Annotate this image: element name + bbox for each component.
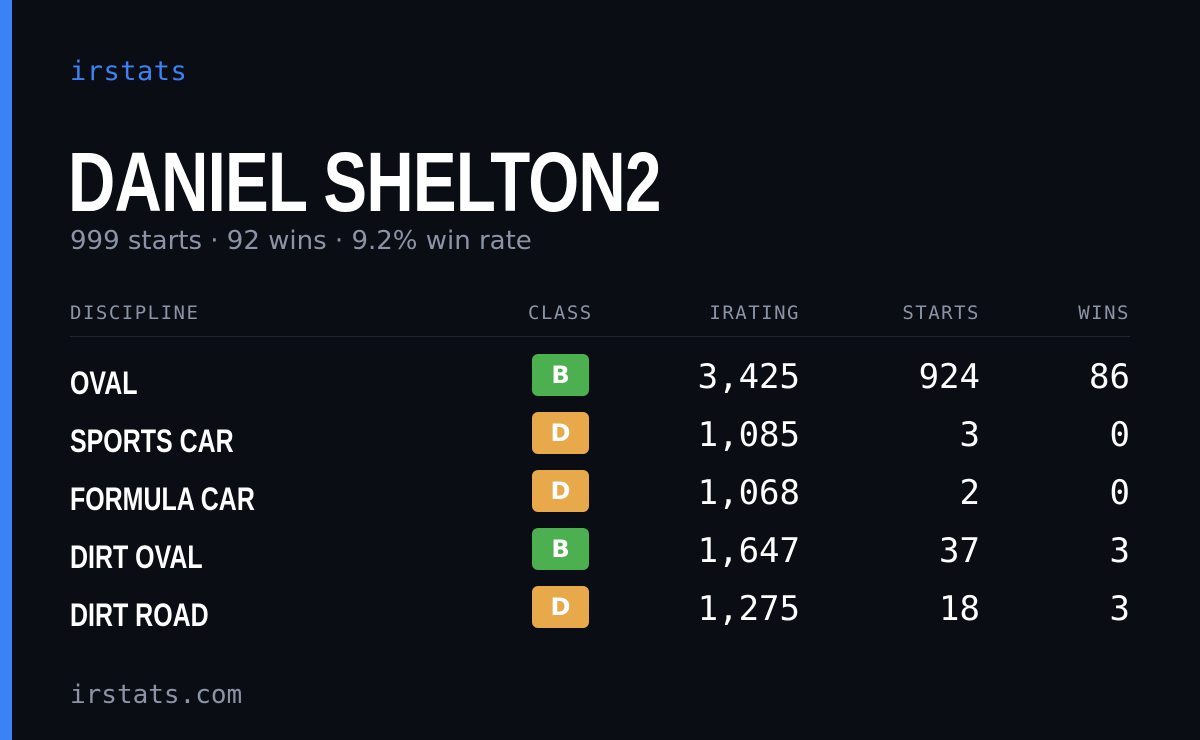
- wins-value: 3: [1109, 531, 1130, 571]
- class-badge: D: [532, 470, 589, 512]
- header-irating: IRATING: [709, 302, 800, 324]
- irating-value: 1,068: [697, 473, 800, 513]
- wins-value: 0: [1109, 473, 1130, 513]
- starts-value: 18: [939, 589, 980, 629]
- wins-value: 0: [1109, 415, 1130, 455]
- footer-url: irstats.com: [70, 680, 243, 710]
- class-badge: D: [532, 586, 589, 628]
- irating-value: 1,647: [697, 531, 800, 571]
- wins-value: 3: [1109, 589, 1130, 629]
- starts-value: 924: [918, 357, 980, 397]
- table-row: OVAL B 3,425 924 86: [70, 353, 1130, 411]
- accent-bar: [0, 0, 12, 740]
- header-starts: STARTS: [902, 302, 980, 324]
- table-row: SPORTS CAR D 1,085 3 0: [70, 411, 1130, 469]
- header-class: CLASS: [528, 302, 593, 324]
- class-badge: B: [532, 354, 589, 396]
- header-wins: WINS: [1078, 302, 1130, 324]
- discipline-name: DIRT OVAL: [70, 539, 203, 575]
- discipline-name: OVAL: [70, 365, 138, 401]
- brand-logo-text: irstats: [70, 56, 188, 87]
- table-header: DISCIPLINE CLASS IRATING STARTS WINS: [70, 296, 1130, 337]
- starts-value: 2: [959, 473, 980, 513]
- irating-value: 1,275: [697, 589, 800, 629]
- class-badge: B: [532, 528, 589, 570]
- wins-value: 86: [1089, 357, 1130, 397]
- starts-value: 37: [939, 531, 980, 571]
- table-body: OVAL B 3,425 924 86 SPORTS CAR D 1,085 3…: [70, 337, 1130, 643]
- driver-name: DANIEL SHELTON2: [68, 135, 661, 229]
- driver-summary: 999 starts · 92 wins · 9.2% win rate: [70, 226, 532, 256]
- table-row: FORMULA CAR D 1,068 2 0: [70, 469, 1130, 527]
- class-badge: D: [532, 412, 589, 454]
- discipline-name: DIRT ROAD: [70, 597, 209, 633]
- irating-value: 3,425: [697, 357, 800, 397]
- discipline-name: SPORTS CAR: [70, 423, 234, 459]
- irating-value: 1,085: [697, 415, 800, 455]
- discipline-table: DISCIPLINE CLASS IRATING STARTS WINS OVA…: [70, 296, 1130, 643]
- discipline-name: FORMULA CAR: [70, 481, 255, 517]
- starts-value: 3: [959, 415, 980, 455]
- table-row: DIRT OVAL B 1,647 37 3: [70, 527, 1130, 585]
- header-discipline: DISCIPLINE: [70, 302, 200, 324]
- table-row: DIRT ROAD D 1,275 18 3: [70, 585, 1130, 643]
